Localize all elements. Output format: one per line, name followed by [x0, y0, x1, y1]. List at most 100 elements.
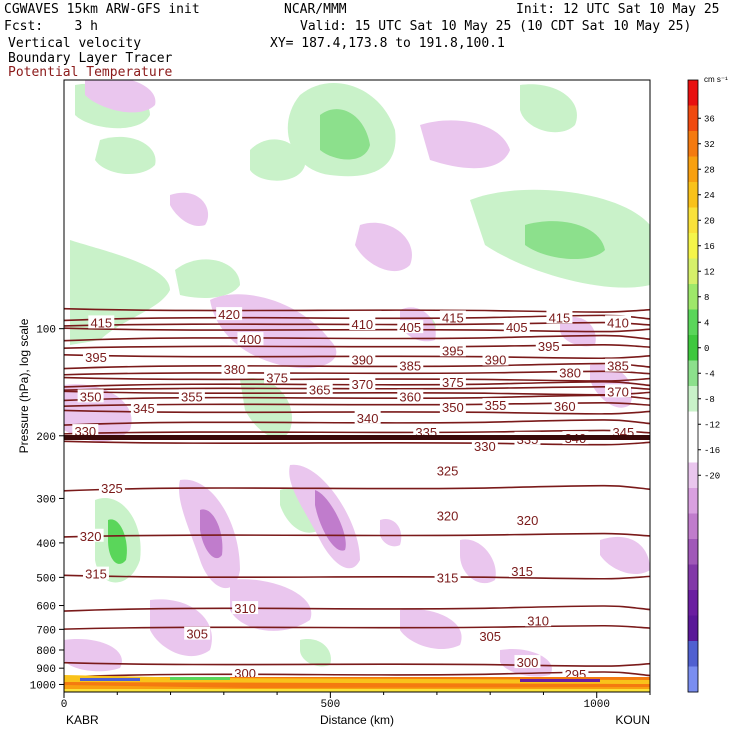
- isentrope-label: 385: [607, 359, 629, 374]
- isentrope-label-bg: [232, 666, 259, 680]
- colorbar-swatch: [688, 513, 698, 540]
- isentrope-label: 385: [399, 359, 421, 374]
- isentrope-label: 405: [506, 320, 528, 335]
- isentrope-label-bg: [434, 508, 461, 522]
- isentrope-label-bg: [349, 376, 376, 390]
- colorbar-units: cm s⁻¹: [704, 75, 728, 84]
- isentrope-label-bg: [98, 480, 125, 494]
- isentrope-label: 410: [351, 317, 373, 332]
- updraft-region: [300, 639, 331, 667]
- colorbar-swatch: [688, 615, 698, 642]
- isentrope-label-bg: [349, 352, 376, 366]
- isentrope-label-bg: [514, 513, 541, 527]
- isentrope-label: 310: [234, 601, 256, 616]
- isentrope-label: 330: [474, 439, 496, 454]
- isentrope-label-bg: [178, 389, 205, 403]
- colorbar-swatch: [688, 590, 698, 616]
- y-axis-label: Pressure (hPa), log scale: [17, 318, 31, 453]
- isentrope-label: 370: [607, 384, 629, 399]
- colorbar-swatch: [688, 105, 698, 132]
- colorbar-label: 0: [704, 344, 709, 354]
- colorbar-label: -16: [704, 446, 720, 456]
- colorbar-swatch: [688, 411, 698, 438]
- isentrope-label: 375: [266, 370, 288, 385]
- potential-temperature-isolines: 415 420 410 405 415 405 415 410 395 400 390 395 390 3…: [64, 307, 650, 692]
- y-tick-label: 800: [36, 646, 56, 658]
- updraft-core: [108, 519, 127, 564]
- isentrope-label-bg: [434, 463, 461, 477]
- isentrope-label: 325: [101, 481, 123, 496]
- isentrope-label-bg: [354, 410, 381, 424]
- downdraft-region: [170, 192, 209, 226]
- plot-frame: [63, 79, 651, 693]
- surface-tracer-band: [170, 677, 230, 680]
- colorbar-label: 8: [704, 293, 709, 303]
- y-tick-label: 900: [36, 664, 56, 676]
- isentrope-label: 355: [181, 389, 203, 404]
- isentrope-label-bg: [439, 399, 466, 413]
- updraft-region: [175, 259, 240, 298]
- isentrope-label-bg: [546, 310, 573, 324]
- isentrope-label-bg: [306, 382, 333, 396]
- colorbar-swatch: [688, 309, 698, 336]
- isentrope-label-bg: [221, 362, 248, 376]
- isentrope-label: 365: [309, 382, 331, 397]
- x-tick-label: 1000: [584, 699, 610, 711]
- isentrope-295: [64, 671, 650, 678]
- isentrope-label-bg: [439, 374, 466, 388]
- y-tick-label: 1000: [30, 680, 56, 692]
- isentrope-label-bg: [439, 310, 466, 324]
- isentrope-label: 380: [224, 362, 246, 377]
- model-title: CGWAVES 15km ARW-GFS init: [4, 2, 200, 17]
- isentrope-label: 300: [517, 655, 539, 670]
- updraft-core: [320, 109, 370, 160]
- isentrope-335: [64, 429, 650, 435]
- downdraft-region: [64, 639, 122, 672]
- isentrope-label: 395: [85, 350, 107, 365]
- isentrope-label-bg: [525, 613, 552, 627]
- colorbar-label: 20: [704, 216, 715, 226]
- isentrope-label: 375: [442, 375, 464, 390]
- isentrope-label: 320: [80, 529, 102, 544]
- forecast-hour: Fcst: 3 h: [4, 19, 98, 34]
- colorbar-swatch: [688, 335, 698, 361]
- isentrope-label-bg: [216, 307, 243, 321]
- isentrope-label: 320: [437, 508, 459, 523]
- isentrope-label: 390: [351, 352, 373, 367]
- colorbar-label: -20: [704, 471, 720, 481]
- y-tick-label: 500: [36, 573, 56, 585]
- isentrope-label: 355: [485, 398, 507, 413]
- colorbar-swatch: [688, 641, 698, 667]
- downdraft-region: [460, 539, 496, 584]
- isentrope-label-bg: [535, 339, 562, 353]
- colorbar-swatch: [688, 488, 698, 514]
- isentrope-label: 310: [527, 613, 549, 628]
- colorbar-swatch: [688, 182, 698, 208]
- colorbar-label: -12: [704, 420, 720, 430]
- updraft-region: [240, 378, 292, 439]
- colorbar-label: 16: [704, 242, 715, 252]
- isentrope-405: [64, 327, 650, 333]
- colorbar-swatch: [688, 386, 698, 412]
- isentrope-label-bg: [82, 566, 109, 580]
- colorbar-label: 12: [704, 267, 715, 277]
- isentrope-label: 400: [240, 332, 262, 347]
- color-scale-bar: 36 32 28 24 20 16 12 8 4 0 -4 -8 -12 -16 -20: [687, 79, 720, 693]
- pressure-axis: 100 200 300 400 500 600 700 800 900 1000: [30, 325, 64, 692]
- cross-section-endpoints: XY= 187.4,173.8 to 191.8,100.1: [270, 36, 505, 51]
- y-tick-label: 300: [36, 494, 56, 506]
- colorbar-swatch: [688, 666, 698, 693]
- updraft-core: [525, 221, 605, 260]
- colorbar-swatch: [688, 360, 698, 387]
- isentrope-label-bg: [397, 320, 424, 334]
- isentrope-label-bg: [434, 570, 461, 584]
- surface-tracer-band: [520, 679, 600, 682]
- colorbar-swatch: [688, 207, 698, 234]
- colorbar-swatch: [688, 156, 698, 183]
- isentrope-300: [64, 661, 650, 667]
- isentrope-label: 410: [607, 315, 629, 330]
- isentrope-label-bg: [264, 370, 291, 384]
- isentrope-label-bg: [562, 667, 589, 681]
- downdraft-region: [355, 222, 412, 272]
